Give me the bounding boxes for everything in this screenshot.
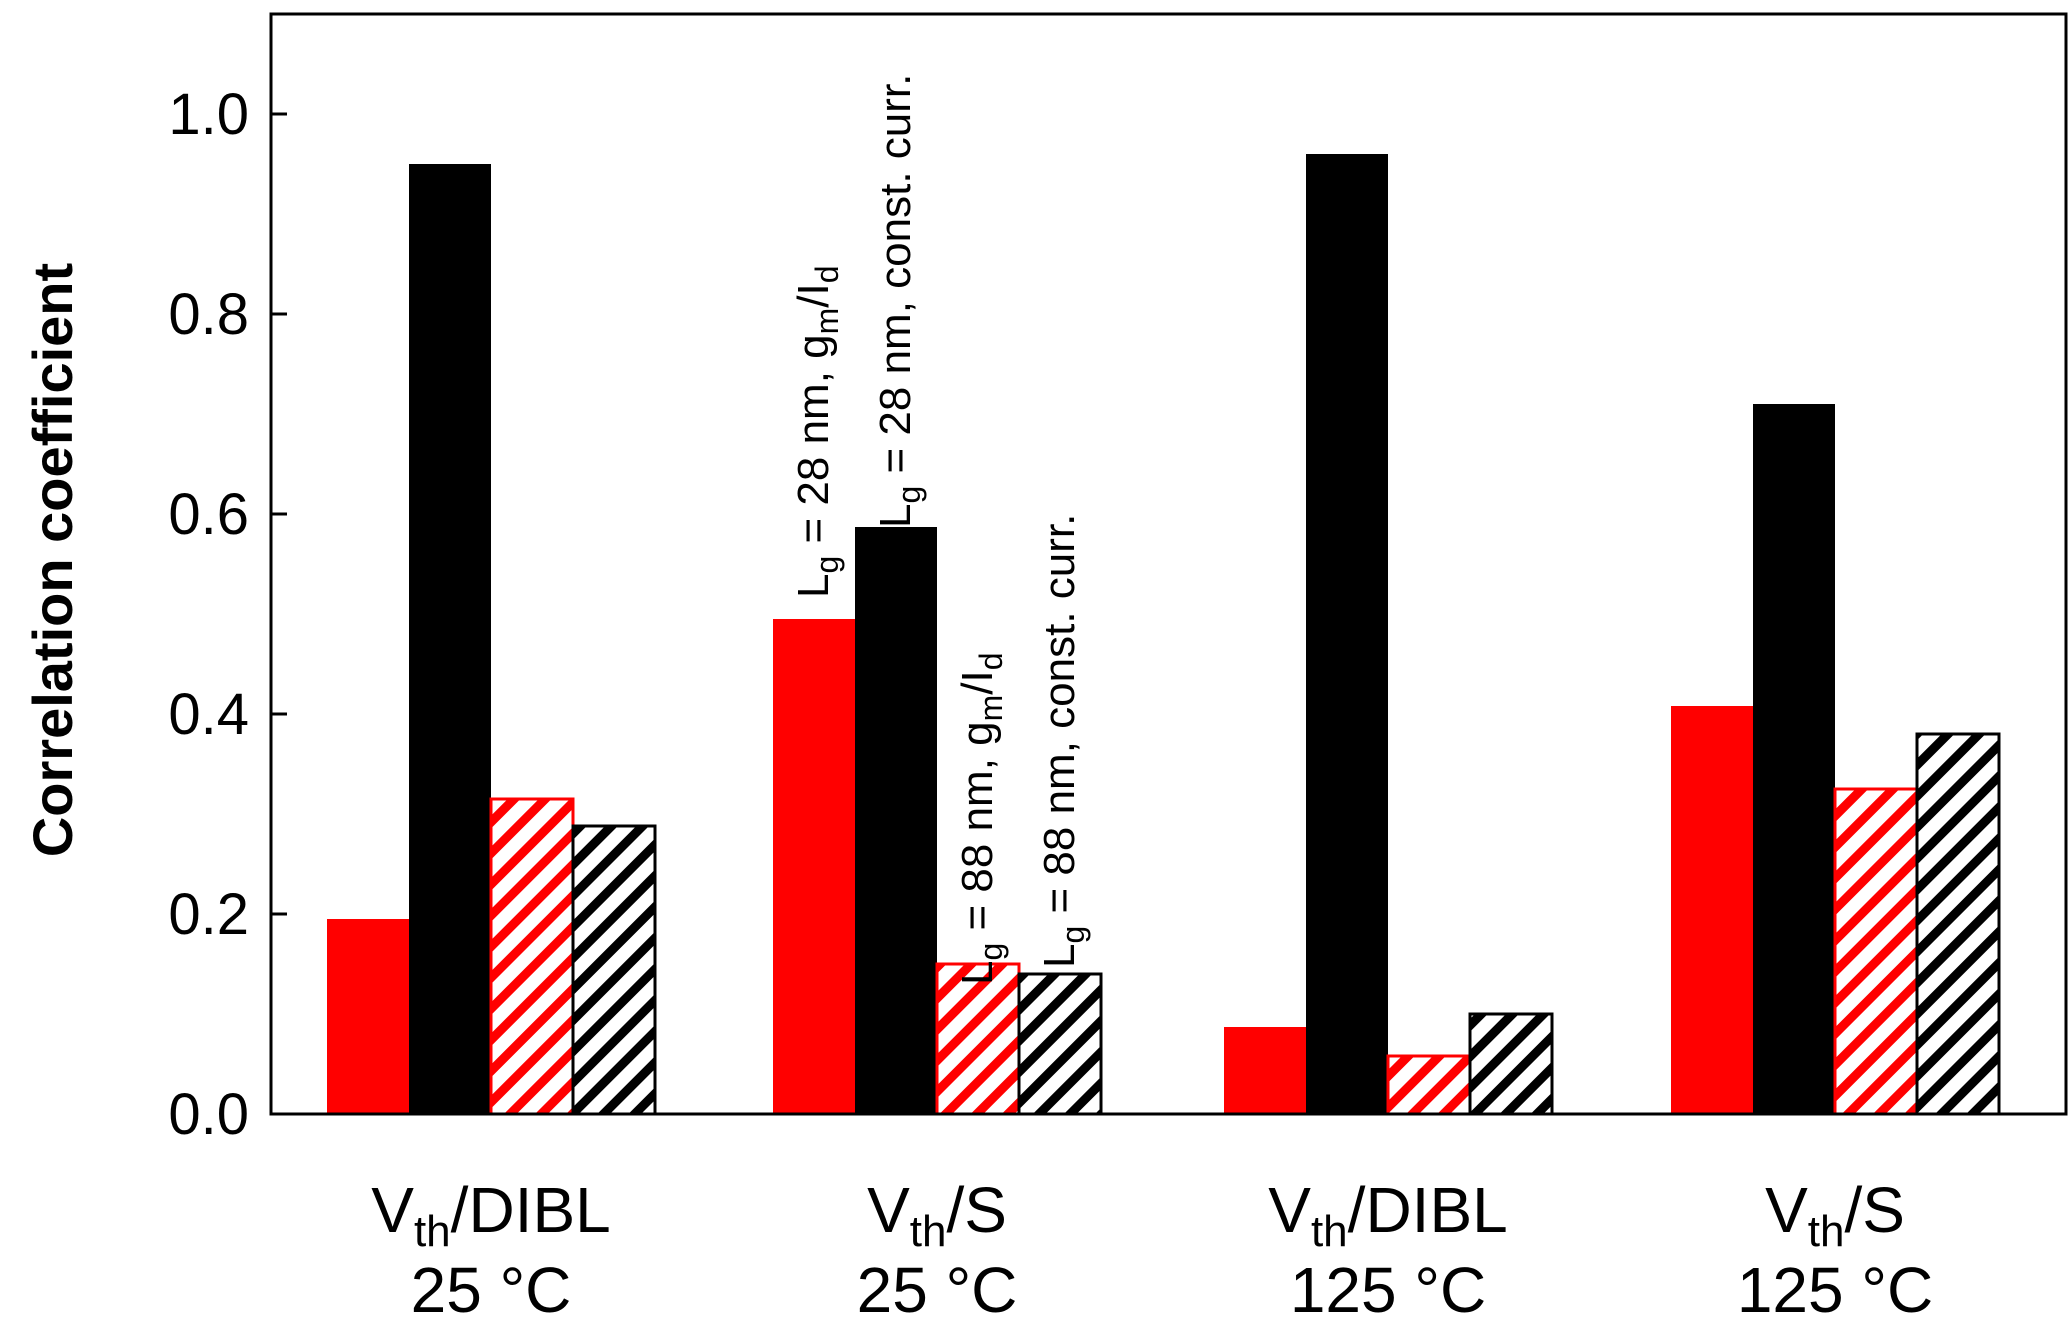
y-tick-label: 0.4 [168, 682, 249, 747]
series-annotation-1: Lg = 28 nm, gm/Id [789, 265, 845, 598]
category-rest: /S [1844, 1174, 1904, 1246]
bar-s2-c2 [855, 527, 937, 1114]
bar-s2-c3 [1306, 154, 1388, 1114]
category-label-line1: Vth/S [1765, 1174, 1905, 1256]
series-annotation-4: Lg = 88 nm, const. curr. [1035, 514, 1091, 968]
y-tick-label: 1.0 [168, 82, 249, 147]
category-sub: th [414, 1207, 451, 1256]
bars-group [327, 154, 2001, 1116]
bar-s1-c3 [1224, 1027, 1306, 1114]
category-main: V [1268, 1174, 1311, 1246]
bar-s3-c4 [1833, 787, 1919, 1116]
category-label-line2: 25 °C [411, 1254, 572, 1326]
category-main: V [867, 1174, 910, 1246]
y-axis-ticks: 0.0 0.2 0.4 0.6 0.8 1.0 [168, 82, 287, 1147]
bar-s3-c2 [935, 962, 1021, 1116]
category-rest: /S [946, 1174, 1006, 1246]
series-annotation-2: Lg = 28 nm, const. curr. [871, 74, 927, 528]
category-rest: /DIBL [451, 1174, 611, 1246]
category-label-line1: Vth/DIBL [1268, 1174, 1507, 1256]
series-annotation-3: Lg = 88 nm, gm/Id [953, 652, 1009, 985]
bar-s4-c1 [571, 824, 657, 1116]
category-sub: th [1808, 1207, 1845, 1256]
bar-s4-c4 [1915, 732, 2001, 1116]
category-main: V [1765, 1174, 1808, 1246]
bar-s2-c4 [1753, 404, 1835, 1114]
category-label-line1: Vth/DIBL [371, 1174, 610, 1256]
category-label-line1: Vth/S [867, 1174, 1007, 1256]
y-tick-label: 0.2 [168, 882, 249, 947]
bar-s4-c3 [1468, 1012, 1554, 1116]
category-sub: th [910, 1207, 947, 1256]
bar-s1-c1 [327, 919, 409, 1114]
plot-frame [269, 12, 2068, 1116]
bar-s4-c2 [1017, 972, 1103, 1116]
series-annotations: Lg = 28 nm, gm/Id Lg = 28 nm, const. curr… [789, 74, 1091, 985]
bar-s1-c4 [1671, 706, 1753, 1114]
category-rest: /DIBL [1348, 1174, 1508, 1246]
category-main: V [371, 1174, 414, 1246]
bar-s3-c1 [489, 797, 575, 1116]
category-sub: th [1311, 1207, 1348, 1256]
bar-s1-c2 [773, 619, 855, 1114]
bar-s3-c3 [1386, 1054, 1472, 1116]
y-tick-label: 0.6 [168, 482, 249, 547]
category-label-line2: 125 °C [1290, 1254, 1486, 1326]
bar-s2-c1 [409, 164, 491, 1114]
y-axis-title: Correlation coefficient [21, 263, 84, 857]
category-label-line2: 25 °C [857, 1254, 1018, 1326]
y-tick-label: 0.8 [168, 282, 249, 347]
category-label-line2: 125 °C [1737, 1254, 1933, 1326]
y-tick-label: 0.0 [168, 1082, 249, 1147]
